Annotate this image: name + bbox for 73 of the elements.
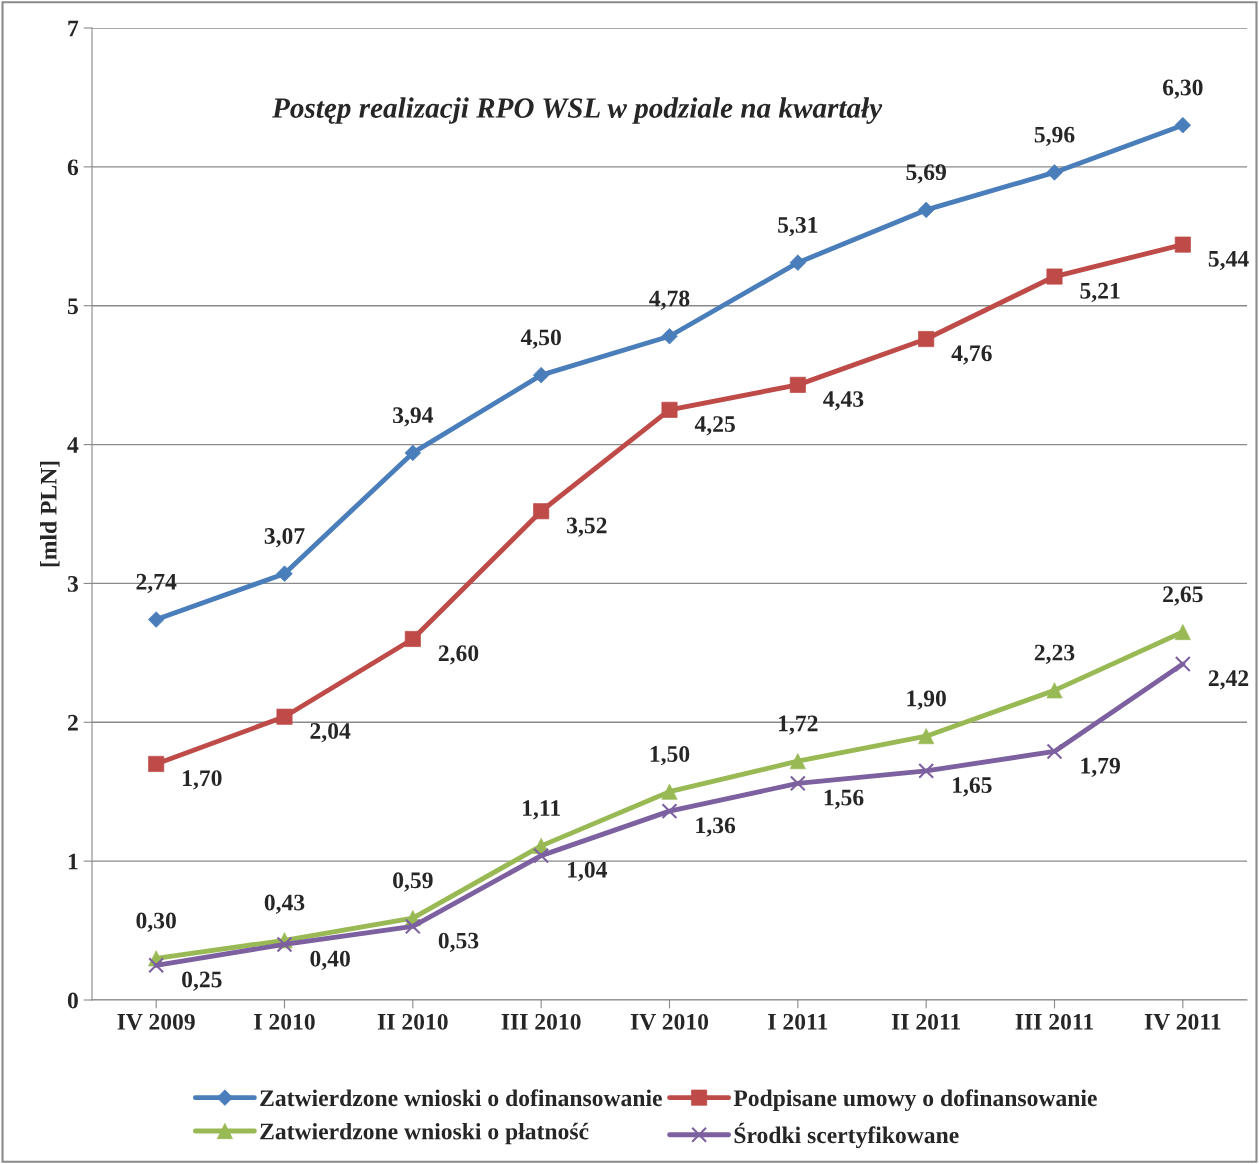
data-label: 0,40 [310, 950, 350, 971]
data-label: 4,43 [823, 391, 864, 411]
point [147, 611, 165, 628]
point [1046, 743, 1063, 760]
y-tick-label: 5 [67, 298, 78, 315]
data-label: 1,11 [523, 800, 560, 820]
data-label: 1,72 [779, 715, 818, 735]
text: Postęp realizacji RPO WSL w podziale na kwartały [272, 97, 883, 124]
data-label: 1,50 [650, 745, 690, 766]
data-label: 1,79 [1081, 757, 1120, 778]
point [661, 803, 678, 820]
data-label: 1,36 [696, 817, 736, 837]
data-label: 1,04 [568, 861, 608, 882]
y-tick-label: 0 [67, 992, 78, 1009]
y-tick-label: 1 [68, 853, 78, 870]
point [789, 753, 806, 770]
x-tick-label: II 2011 [891, 1013, 961, 1030]
data-label: 5,31 [778, 217, 818, 237]
data-label: 1,90 [907, 690, 946, 710]
data-label: 1,70 [183, 770, 222, 790]
y-tick-label: 6 [67, 159, 79, 176]
y-tick-label: 7 [68, 20, 79, 37]
x-tick-label: I 2011 [768, 1013, 828, 1030]
data-label: 5,44 [1208, 251, 1249, 271]
data-label: 6,30 [1162, 79, 1203, 99]
x-tick-label: III 2010 [501, 1013, 581, 1030]
x-tick-label: III 2011 [1015, 1013, 1093, 1030]
data-label: 3,07 [264, 527, 305, 548]
data-label: 2,04 [310, 722, 351, 743]
point [918, 331, 935, 348]
x-tick-label: IV 2009 [117, 1013, 195, 1030]
data-label: 2,42 [1208, 670, 1249, 690]
legend-label: Podpisane umowy o dofinansowanie [733, 1089, 1097, 1112]
point [789, 775, 806, 792]
data-label: 0,43 [264, 894, 305, 914]
data-label: 0,59 [393, 872, 433, 892]
data-label: 4,76 [951, 345, 992, 365]
data-label: 3,52 [567, 517, 607, 537]
data-label: 4,78 [649, 290, 690, 310]
point [276, 936, 293, 953]
point [404, 918, 421, 935]
data-label: 0,25 [182, 971, 222, 991]
y-axis-title: [mld PLN] [40, 461, 60, 567]
data-label: 5,96 [1034, 126, 1075, 147]
data-label: 0,30 [136, 912, 176, 932]
y-tick-label: 3 [67, 575, 78, 592]
point [533, 847, 550, 864]
data-label: 4,50 [520, 329, 561, 349]
point [148, 957, 165, 974]
data-label: 3,94 [393, 407, 434, 427]
data-label: 2,65 [1163, 586, 1203, 606]
x-tick-label: I 2010 [254, 1013, 315, 1030]
data-label: 2,60 [438, 645, 479, 665]
data-label: 2,74 [136, 573, 177, 594]
x-tick-label: IV 2011 [1144, 1013, 1221, 1030]
point [1174, 655, 1191, 672]
x-tick-label: IV 2010 [630, 1013, 709, 1030]
point [148, 755, 165, 772]
data-label: 2,23 [1034, 644, 1075, 664]
x-tick-label: II 2010 [377, 1013, 448, 1030]
y-tick-label: 4 [67, 437, 79, 453]
data-label: 1,65 [953, 777, 992, 797]
point [276, 565, 293, 582]
data-label: 5,21 [1080, 282, 1120, 303]
point [918, 762, 935, 779]
data-label: 5,69 [906, 164, 946, 184]
data-label: 1,56 [824, 789, 864, 809]
legend-label: Zatwierdzone wnioski o płatność [260, 1122, 589, 1145]
data-label: 0,53 [438, 932, 479, 952]
data-label: 4,25 [694, 416, 735, 436]
y-tick-label: 2 [67, 714, 78, 731]
legend-label: Zatwierdzone wnioski o dofinansowanie [260, 1089, 662, 1107]
legend-label: Środki scertyfikowane [734, 1122, 959, 1149]
